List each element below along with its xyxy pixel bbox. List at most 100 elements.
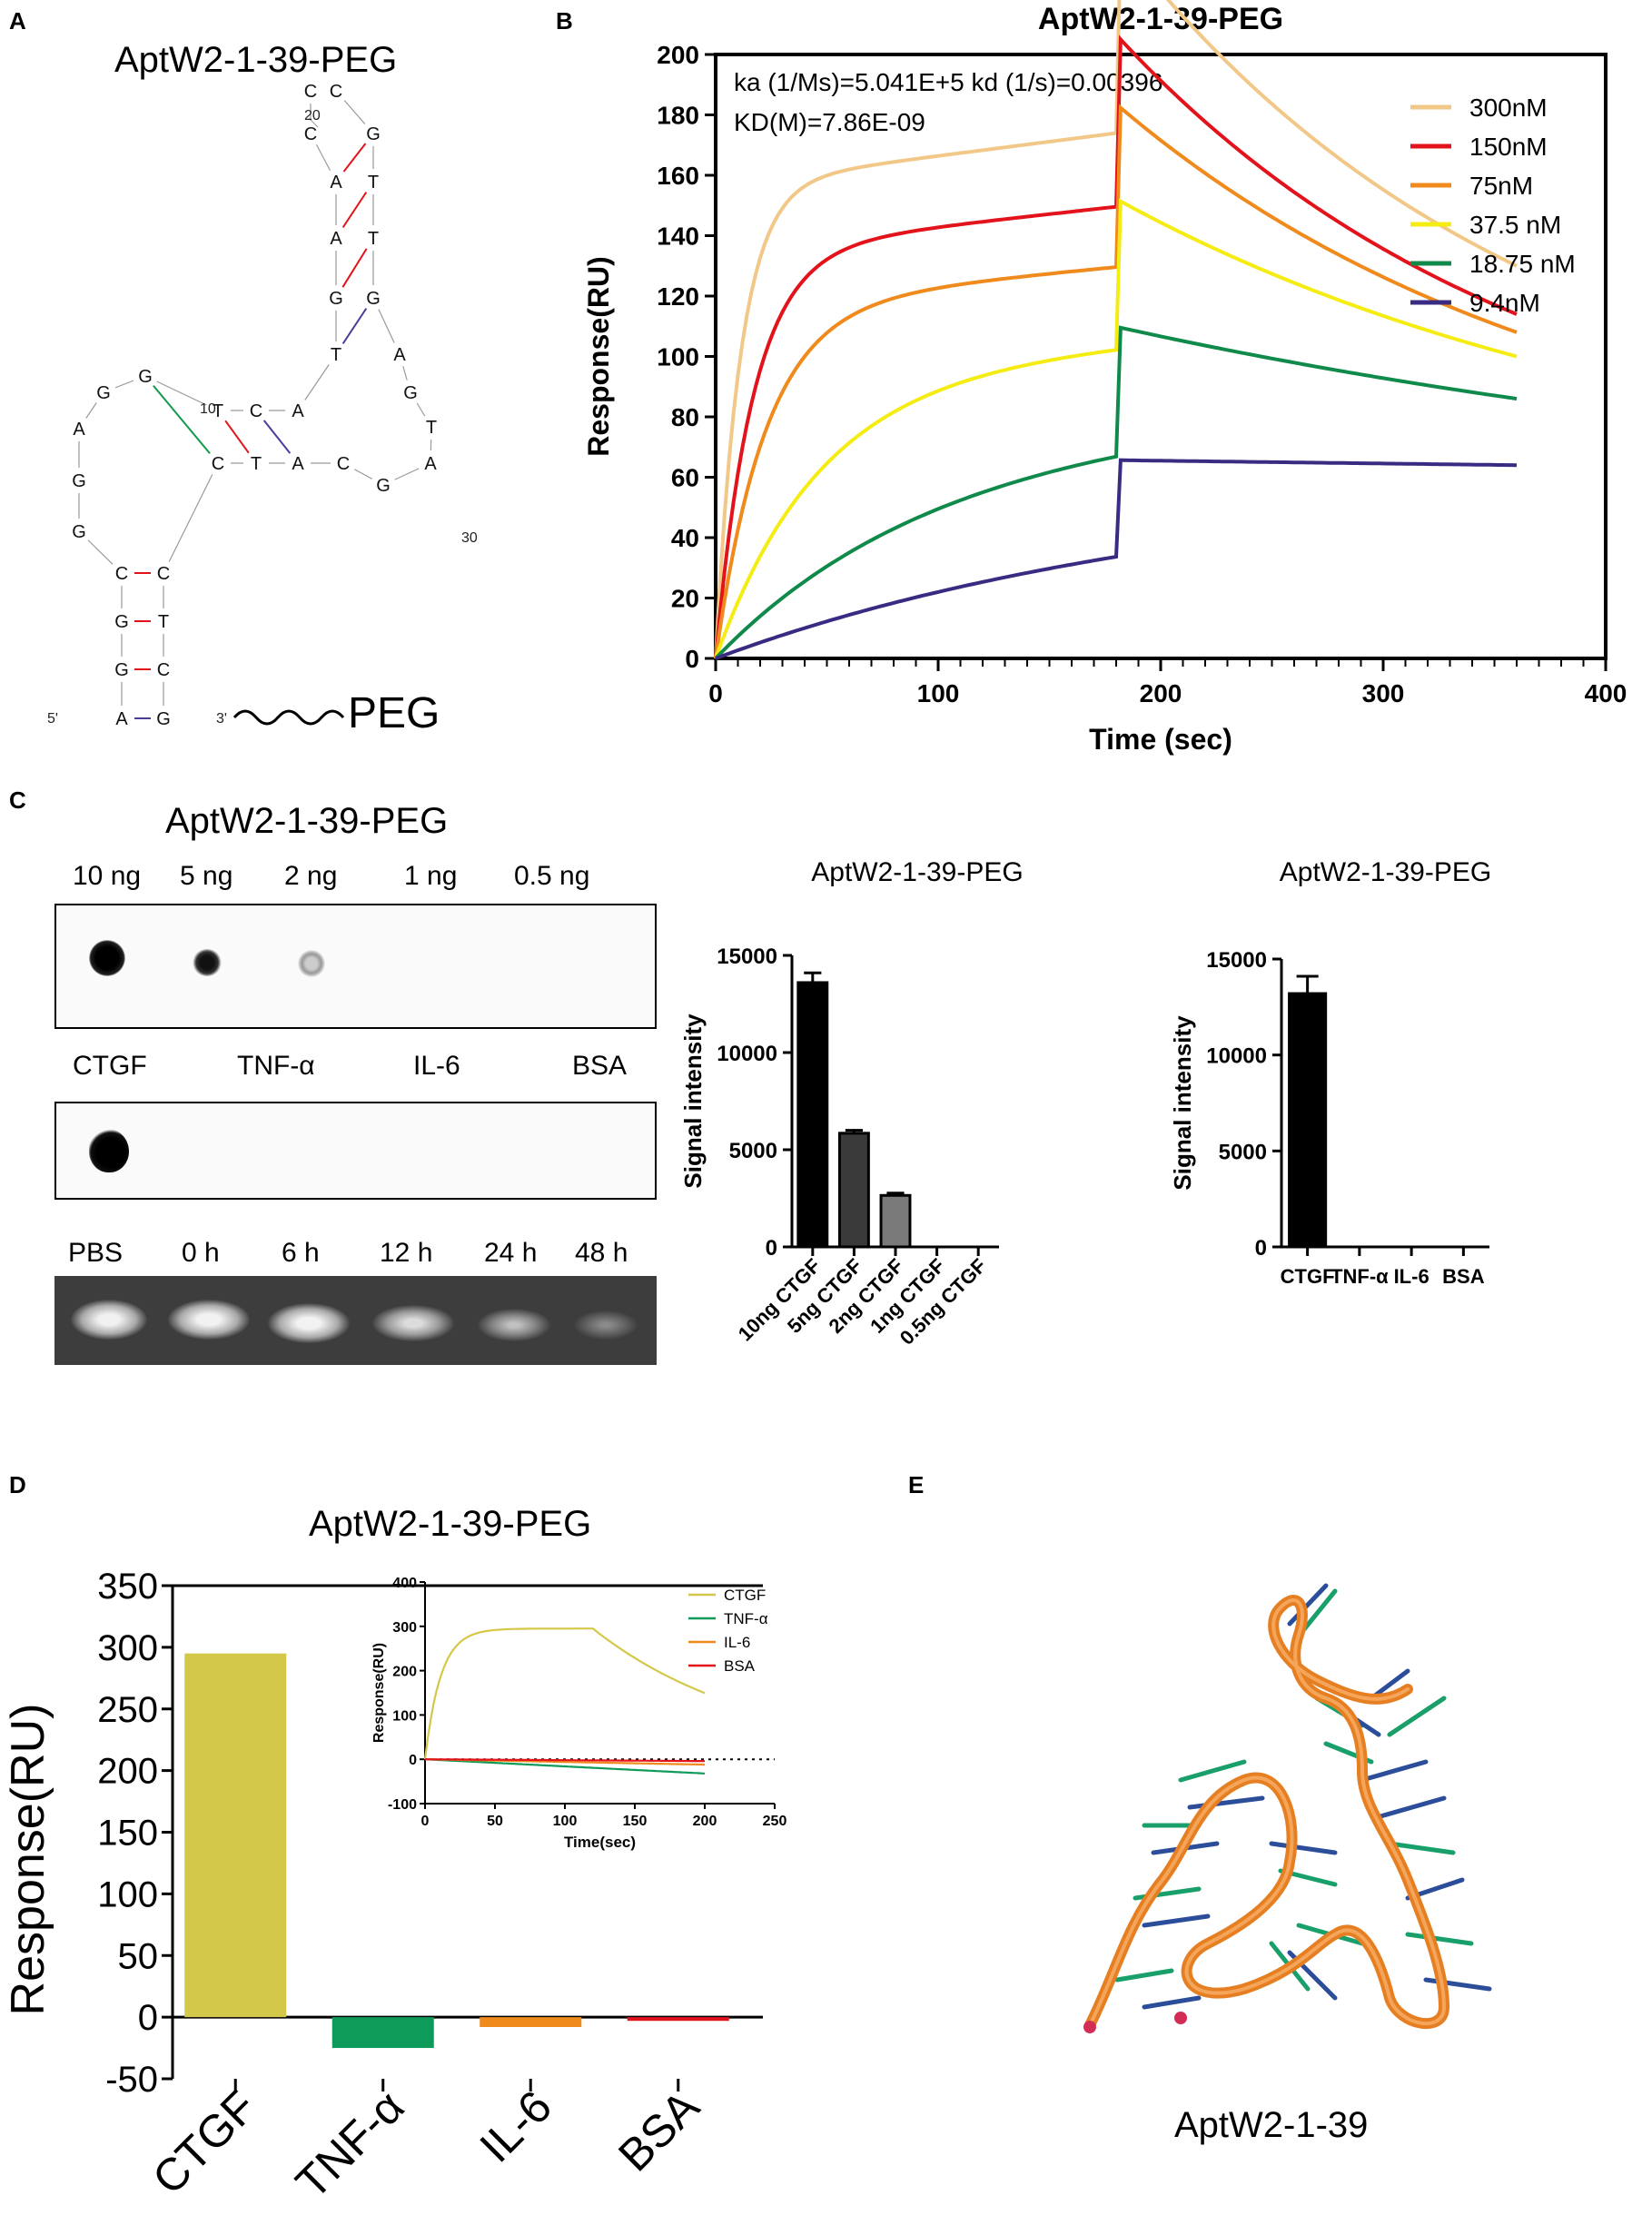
inset-legend-label-2: IL-6 bbox=[724, 1634, 750, 1651]
bar-2 bbox=[480, 2017, 582, 2027]
nucleotide-letter: C bbox=[212, 454, 224, 474]
chart-title: AptW2-1-39-PEG bbox=[1038, 2, 1283, 36]
nucleotide-bg bbox=[205, 450, 231, 476]
nucleotide-letter: C bbox=[330, 82, 342, 102]
x-tick-label: 200 bbox=[1140, 679, 1182, 707]
inset-y-tick-label: -100 bbox=[388, 1797, 417, 1813]
y-axis-label: Response(RU) bbox=[582, 256, 615, 456]
nucleotide-letter: A bbox=[393, 345, 406, 365]
inset-legend-label-1: TNF-α bbox=[724, 1610, 768, 1627]
nucleotide-letter: G bbox=[72, 522, 86, 542]
panel-e-label: AptW2-1-39 bbox=[1174, 2105, 1369, 2145]
peg-squiggle bbox=[232, 709, 345, 726]
time-label-1: 0 h bbox=[182, 1238, 220, 1268]
inset-x-tick-label: 100 bbox=[553, 1814, 578, 1829]
inset-line-tnf bbox=[424, 1758, 706, 1775]
backbone-segment bbox=[144, 375, 219, 411]
time-label-2: 6 h bbox=[282, 1238, 320, 1268]
gel-band-12h bbox=[372, 1305, 454, 1341]
y-tick-label: 0 bbox=[766, 1236, 777, 1261]
nucleotide-bg bbox=[323, 341, 349, 367]
inset-x-tick-label: 150 bbox=[623, 1814, 648, 1829]
nucleotide-bg bbox=[285, 398, 311, 423]
nucleotide-bg bbox=[361, 121, 386, 146]
nucleotide-bg bbox=[298, 121, 323, 146]
nucleotide-bg bbox=[205, 398, 231, 423]
y-tick-label: 5000 bbox=[729, 1139, 777, 1163]
nucleotide-letter: T bbox=[251, 454, 262, 474]
gel-band-48h bbox=[574, 1310, 638, 1340]
y-tick-label: 80 bbox=[671, 403, 699, 431]
y-tick-label: 300 bbox=[97, 1628, 158, 1668]
stability-gel bbox=[54, 1276, 657, 1365]
nucleotide-bg bbox=[66, 468, 92, 493]
chart-title: AptW2-1-39-PEG bbox=[1280, 857, 1491, 887]
panel-a-title: AptW2-1-39-PEG bbox=[114, 40, 398, 80]
specificity-signal-bar-chart: AptW2-1-39-PEG 0 5000 10000 15000 Signal inte… bbox=[1169, 857, 1491, 1288]
backbone-segment bbox=[163, 462, 219, 574]
position-20: 20 bbox=[304, 108, 321, 124]
nucleotide-letter: T bbox=[331, 345, 341, 365]
nucleotide-letter: G bbox=[138, 367, 153, 387]
gel-band-24h bbox=[478, 1309, 550, 1341]
inset-y-tick-label: 400 bbox=[392, 1576, 417, 1591]
bar-0 bbox=[1288, 992, 1328, 1249]
nucleotide-bg bbox=[285, 450, 311, 476]
nucleotide-bg bbox=[323, 225, 349, 251]
x-tick-label-1: TNF-α bbox=[1331, 1265, 1389, 1288]
terminus-3-prime bbox=[1174, 2012, 1187, 2024]
protein-label-3: BSA bbox=[572, 1051, 628, 1081]
nucleotide-letter: T bbox=[368, 229, 379, 249]
nucleotide-letter: G bbox=[114, 612, 129, 632]
dose-label-3: 1 ng bbox=[404, 861, 458, 891]
series-line-2 bbox=[714, 104, 1518, 659]
kinetics-annotation: ka (1/Ms)=5.041E+5 kd (1/s)=0.00396 bbox=[734, 68, 1162, 96]
inset-y-axis-label: Response(RU) bbox=[371, 1643, 387, 1743]
nucleotide-letter: C bbox=[115, 564, 128, 584]
nucleotide-bg bbox=[109, 608, 134, 634]
bar-1 bbox=[331, 2017, 434, 2049]
inset-legend-label-0: CTGF bbox=[724, 1587, 766, 1604]
bar-2 bbox=[879, 1193, 912, 1249]
y-tick-label: 160 bbox=[657, 162, 699, 190]
nucleotide-letter: T bbox=[368, 173, 379, 193]
nucleotide-letter: G bbox=[376, 476, 391, 496]
nucleotide-bg bbox=[91, 380, 116, 405]
y-tick-label: 0 bbox=[138, 1998, 158, 2038]
bar-1 bbox=[837, 1132, 870, 1249]
y-tick-label: 20 bbox=[671, 585, 699, 613]
nucleotide-letter: A bbox=[424, 454, 437, 474]
inset-x-tick-label: 50 bbox=[487, 1814, 503, 1829]
y-tick-label: 5000 bbox=[1219, 1140, 1267, 1164]
nucleotide-bg bbox=[151, 706, 176, 731]
x-tick-label: 0 bbox=[708, 679, 723, 707]
nucleotide-bg bbox=[109, 560, 134, 586]
y-tick-label: 15000 bbox=[717, 944, 777, 969]
dot-10ng bbox=[89, 940, 125, 976]
aptamer-3d-structure bbox=[1083, 1583, 1492, 2033]
nucleotide-bg bbox=[398, 380, 423, 405]
y-tick-label: 10000 bbox=[717, 1042, 777, 1066]
nucleotide-letter: G bbox=[72, 471, 86, 491]
nucleotide-bg bbox=[151, 560, 176, 586]
nucleotide-letter: C bbox=[157, 564, 170, 584]
gel-band-0h bbox=[168, 1300, 250, 1340]
bar-0 bbox=[184, 1653, 287, 2018]
y-tick-label: 10000 bbox=[1206, 1044, 1267, 1069]
time-label-0: PBS bbox=[68, 1238, 124, 1268]
x-tick-label: 100 bbox=[917, 679, 960, 707]
y-tick-label: 140 bbox=[657, 222, 699, 251]
protein-label-1: TNF-α bbox=[237, 1051, 315, 1081]
x-tick-label: 300 bbox=[1362, 679, 1405, 707]
legend-label-2: 75nM bbox=[1469, 172, 1533, 200]
terminus-5-prime bbox=[1083, 2021, 1096, 2033]
nucleotide-bg bbox=[243, 450, 269, 476]
peg-label: PEG bbox=[348, 689, 440, 737]
inset-line-ctgf bbox=[423, 1627, 706, 1760]
three-prime-label: 3' bbox=[216, 711, 227, 727]
inset-x-tick-label: 200 bbox=[693, 1814, 717, 1829]
nucleotide-letter: A bbox=[330, 229, 342, 249]
time-label-3: 12 h bbox=[380, 1238, 433, 1268]
nucleotide-letter: A bbox=[115, 709, 128, 729]
panel-letter-d: D bbox=[9, 1471, 26, 1498]
